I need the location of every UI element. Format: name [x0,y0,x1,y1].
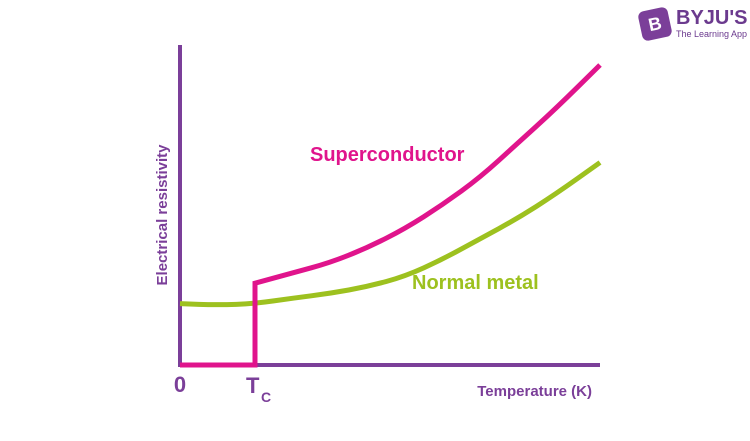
logo-badge-icon: B [637,5,673,42]
series-line-superconductor [180,63,602,368]
series-line-normal-metal [179,160,602,308]
brand-tagline: The Learning App [676,29,748,39]
brand-logo: B BYJU'S The Learning App [637,5,747,42]
logo-text: BYJU'S The Learning App [676,8,747,39]
series-label-normal-metal: Normal metal [412,272,539,294]
series-label-superconductor: Superconductor [310,144,465,166]
x-tick-zero: 0 [174,372,186,397]
x-tick-tc-subscript: C [261,389,271,405]
x-axis-label: Temperature (K) [477,383,592,400]
brand-name: BYJU'S [676,7,748,29]
series-group [179,63,602,368]
labels-group: Electrical resistivity Temperature (K) 0 T C… [154,144,592,405]
y-axis-label: Electrical resistivity [154,144,171,286]
x-tick-tc: T [246,373,260,398]
